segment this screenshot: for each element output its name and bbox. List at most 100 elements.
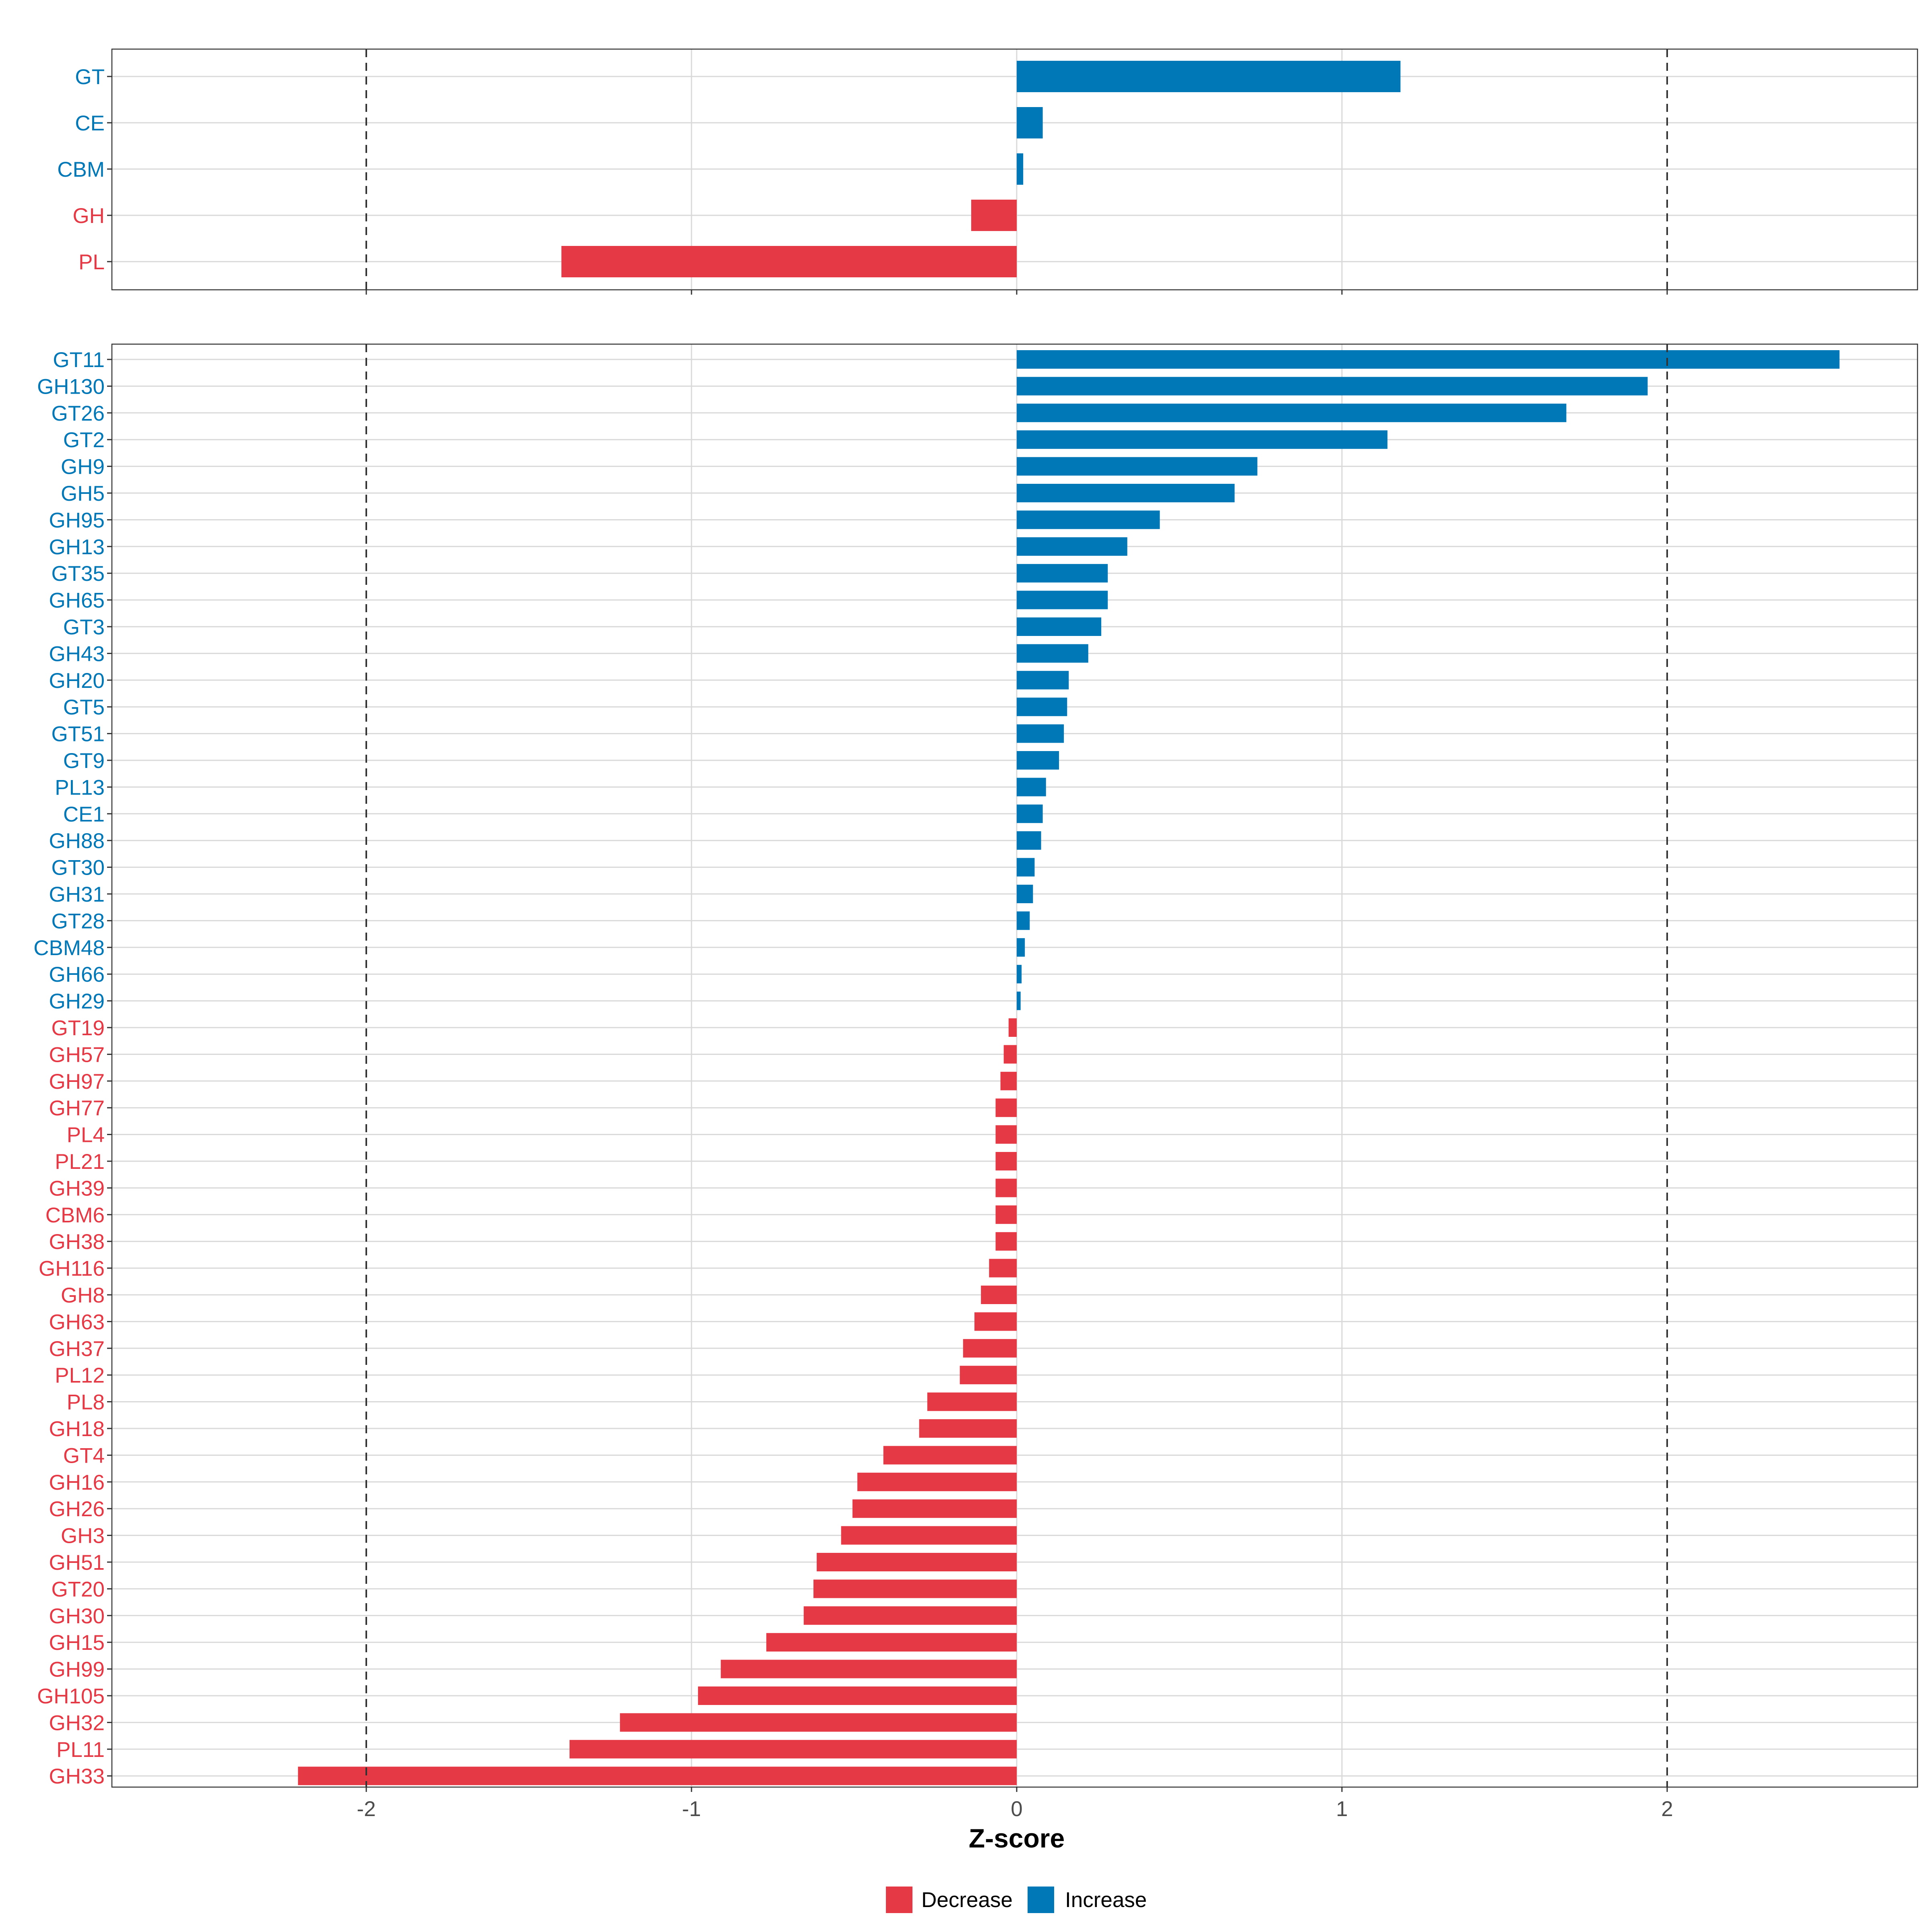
legend: Decrease Increase: [886, 1887, 1147, 1913]
subfamily-bar-gh26: [852, 1499, 1017, 1518]
subfamily-bar-gh95: [1017, 510, 1160, 529]
subfamily-bar-gt3: [1017, 617, 1102, 636]
subfamily-bar-gh15: [766, 1633, 1017, 1652]
family-bar-gt: [1017, 61, 1401, 92]
subfamily-label-gh95: GH95: [49, 508, 105, 532]
subfamily-label-ce1: CE1: [63, 803, 105, 826]
subfamily-bar-gh5: [1017, 484, 1235, 502]
subfamily-label-gh116: GH116: [39, 1257, 105, 1281]
subfamily-label-pl21: PL21: [55, 1150, 105, 1174]
subfamily-bar-gh43: [1017, 644, 1088, 663]
legend-label-decrease: Decrease: [921, 1888, 1013, 1912]
subfamily-bar-gh63: [974, 1312, 1017, 1331]
subfamily-label-gh105: GH105: [37, 1684, 105, 1708]
x-axis-title: Z-score: [969, 1823, 1065, 1853]
subfamily-bar-pl21: [995, 1152, 1017, 1170]
subfamily-label-gh26: GH26: [49, 1497, 105, 1521]
family-label-cbm: CBM: [57, 158, 105, 182]
subfamily-label-gh38: GH38: [49, 1230, 105, 1254]
subfamily-label-gt9: GT9: [63, 749, 105, 773]
family-label-gh: GH: [73, 204, 105, 228]
subfamily-bar-gh30: [803, 1606, 1017, 1625]
subfamily-panel-border: [111, 343, 1918, 1788]
subfamily-label-gh130: GH130: [37, 375, 105, 398]
family-bar-ce: [1017, 107, 1043, 138]
subfamily-label-gt4: GT4: [63, 1444, 105, 1468]
subfamily-label-gh88: GH88: [49, 829, 105, 853]
subfamily-bar-gh9: [1017, 457, 1257, 476]
subfamily-bar-gh18: [919, 1419, 1017, 1438]
subfamily-label-gh3: GH3: [61, 1524, 105, 1548]
subfamily-bar-gt30: [1017, 858, 1035, 877]
subfamily-bar-gh130: [1017, 377, 1648, 396]
subfamily-bar-gt5: [1017, 698, 1067, 716]
x-tick-label: -1: [682, 1797, 701, 1821]
subfamily-bar-gh32: [620, 1713, 1017, 1732]
subfamily-bar-gh33: [298, 1767, 1017, 1785]
subfamily-bar-cbm48: [1017, 938, 1025, 957]
subfamily-bar-gh16: [857, 1472, 1017, 1491]
subfamily-bar-gt19: [1008, 1018, 1017, 1037]
subfamily-bar-gt35: [1017, 564, 1108, 583]
subfamily-bar-gt9: [1017, 751, 1059, 770]
subfamily-label-gh16: GH16: [49, 1471, 105, 1494]
subfamily-bar-gh77: [995, 1098, 1017, 1117]
subfamily-bar-gh97: [1000, 1071, 1017, 1090]
subfamily-label-gt5: GT5: [63, 696, 105, 719]
family-label-gt: GT: [75, 65, 105, 89]
subfamily-label-gh18: GH18: [49, 1417, 105, 1441]
subfamily-label-gt11: GT11: [53, 348, 105, 372]
subfamily-bar-ce1: [1017, 804, 1043, 823]
subfamily-panel: GT11GH130GT26GT2GH9GH5GH95GH13GT35GH65GT…: [33, 343, 1918, 1792]
subfamily-label-gt26: GT26: [51, 402, 105, 425]
subfamily-bar-gt28: [1017, 911, 1030, 930]
subfamily-label-gt20: GT20: [51, 1577, 105, 1601]
subfamily-label-gt51: GT51: [51, 722, 105, 746]
subfamily-bar-gh20: [1017, 671, 1069, 689]
subfamily-bar-cbm6: [995, 1205, 1017, 1224]
subfamily-bar-pl12: [960, 1366, 1017, 1385]
subfamily-label-gh51: GH51: [49, 1551, 105, 1575]
subfamily-bar-gh39: [995, 1179, 1017, 1197]
subfamily-label-gh43: GH43: [49, 642, 105, 666]
subfamily-label-gh5: GH5: [61, 482, 105, 506]
legend-swatch-increase: [1028, 1887, 1054, 1913]
subfamily-label-gh97: GH97: [49, 1070, 105, 1094]
subfamily-label-gh77: GH77: [49, 1096, 105, 1120]
subfamily-bar-gh88: [1017, 831, 1041, 850]
subfamily-label-gh31: GH31: [49, 883, 105, 906]
subfamily-bar-gt11: [1017, 350, 1840, 369]
x-tick-label: 1: [1336, 1797, 1348, 1821]
subfamily-bar-gt20: [813, 1579, 1017, 1598]
x-tick-label: -2: [357, 1797, 376, 1821]
subfamily-label-gh9: GH9: [61, 455, 105, 479]
subfamily-label-gh37: GH37: [49, 1337, 105, 1361]
subfamily-bar-gh116: [989, 1259, 1017, 1278]
subfamily-label-gh13: GH13: [49, 535, 105, 559]
subfamily-bar-gh31: [1017, 885, 1033, 903]
subfamily-bar-gh29: [1017, 991, 1021, 1010]
x-tick-label: 0: [1011, 1797, 1022, 1821]
subfamily-label-gh32: GH32: [49, 1711, 105, 1735]
subfamily-label-gt19: GT19: [51, 1016, 105, 1040]
subfamily-bar-gh66: [1017, 965, 1022, 984]
family-bar-pl: [561, 246, 1017, 277]
subfamily-bar-gt51: [1017, 724, 1064, 743]
subfamily-label-gh29: GH29: [49, 990, 105, 1013]
subfamily-label-gt30: GT30: [51, 856, 105, 880]
subfamily-label-pl12: PL12: [55, 1364, 105, 1387]
subfamily-bar-gh13: [1017, 537, 1127, 556]
subfamily-bar-gh8: [981, 1286, 1017, 1304]
subfamily-label-gt2: GT2: [63, 428, 105, 452]
subfamily-label-pl11: PL11: [56, 1738, 105, 1762]
subfamily-bar-gh99: [720, 1660, 1017, 1678]
subfamily-label-gt28: GT28: [51, 909, 105, 933]
subfamily-bar-gh3: [841, 1526, 1017, 1545]
family-panel: GT CE CBM GH PL: [57, 48, 1918, 295]
subfamily-label-gh66: GH66: [49, 963, 105, 987]
subfamily-bar-pl13: [1017, 778, 1046, 797]
family-bar-cbm: [1017, 153, 1024, 185]
legend-label-increase: Increase: [1065, 1888, 1147, 1912]
subfamily-bar-gt2: [1017, 430, 1388, 449]
